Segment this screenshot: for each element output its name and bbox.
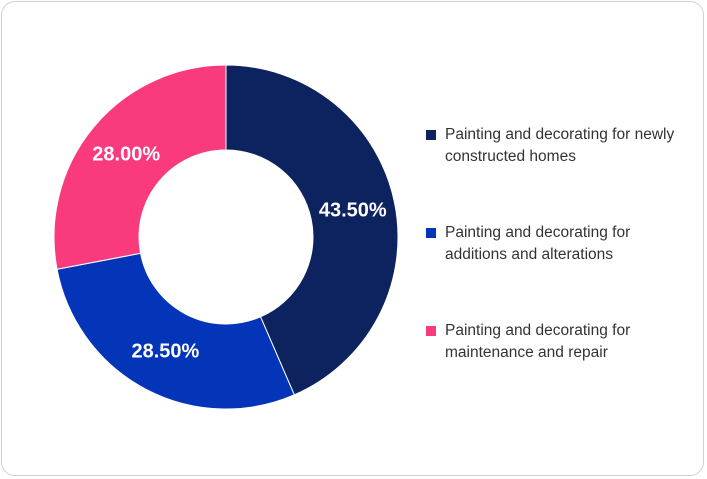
legend-swatch [426, 228, 436, 238]
legend-swatch [426, 130, 436, 140]
slice-data-label: 43.50% [319, 200, 387, 222]
donut-slice [53, 64, 227, 270]
slice-data-label: 28.50% [131, 340, 199, 362]
slice-data-label: 28.00% [92, 143, 160, 165]
legend-item-maintenance: Painting and decorating for maintenance … [425, 320, 695, 418]
legend-label: Painting and decorating for newly constr… [445, 126, 675, 165]
legend-label: Painting and decorating for additions an… [445, 224, 631, 263]
legend-swatch [426, 326, 436, 336]
donut-slice [225, 64, 399, 396]
legend-item-additions: Painting and decorating for additions an… [425, 222, 695, 320]
legend-item-newly-constructed: Painting and decorating for newly constr… [425, 124, 695, 222]
donut-slice [56, 252, 295, 410]
chart-legend: Painting and decorating for newly constr… [425, 124, 695, 418]
legend-label: Painting and decorating for maintenance … [445, 322, 631, 361]
